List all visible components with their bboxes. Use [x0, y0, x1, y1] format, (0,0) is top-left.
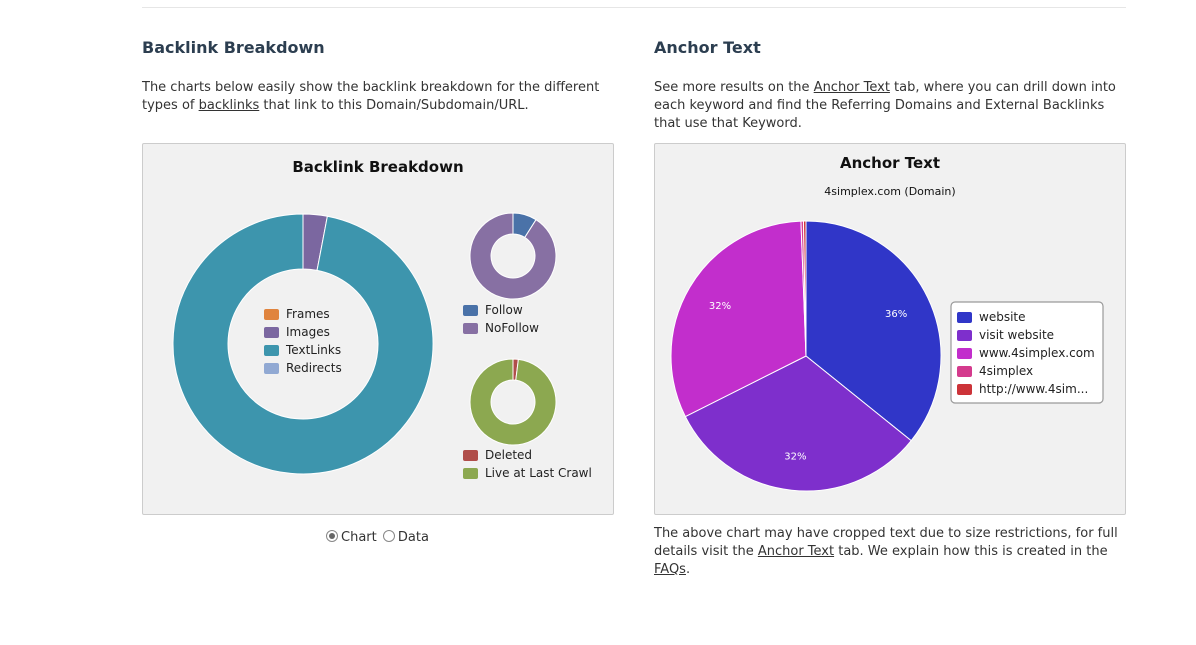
section-heading: Backlink Breakdown: [142, 38, 325, 57]
chart-radio-label[interactable]: Chart: [341, 530, 377, 545]
legend-label: www.4simplex.com: [979, 346, 1095, 360]
desc-text: See more results on the: [654, 80, 814, 95]
legend-label: http://www.4sim...: [979, 382, 1088, 396]
data-radio-label[interactable]: Data: [397, 530, 429, 545]
legend-label: TextLinks: [285, 343, 341, 357]
faqs-link[interactable]: FAQs: [654, 562, 686, 577]
legend-label: Images: [286, 325, 330, 339]
legend-label: NoFollow: [485, 321, 539, 335]
legend-item-website[interactable]: website: [957, 310, 1026, 324]
slice-value-label: 32%: [709, 301, 731, 312]
top-divider: [142, 7, 1126, 8]
legend-swatch: [463, 305, 478, 316]
section-heading: Anchor Text: [654, 38, 761, 57]
follow-legend: Follow NoFollow: [463, 303, 539, 335]
desc-text-end: that link to this Domain/Subdomain/URL.: [259, 98, 529, 113]
slice-visit-website[interactable]: [684, 355, 912, 492]
foot-text: The above chart may have cropped text du…: [654, 526, 1118, 559]
anchor-text-tab-link[interactable]: Anchor Text: [813, 80, 890, 95]
live-donut: [469, 358, 557, 446]
anchor-chart-panel: Anchor Text 4simplex.com (Domain) 36% 32%…: [654, 143, 1126, 515]
data-radio[interactable]: [382, 530, 395, 542]
legend-swatch: [957, 366, 972, 377]
section-description: See more results on the Anchor Text tab,…: [654, 79, 1126, 133]
legend-swatch: [957, 330, 972, 341]
slice-value-label: 36%: [885, 309, 907, 320]
foot-text-end: .: [685, 562, 691, 577]
chart-title: Backlink Breakdown: [292, 158, 463, 176]
legend-label: Live at Last Crawl: [485, 466, 592, 480]
slice-website[interactable]: [805, 220, 942, 442]
legend-swatch: [264, 345, 279, 356]
legend-label: 4simplex: [979, 364, 1033, 378]
legend-swatch: [463, 323, 478, 334]
follow-donut: [469, 212, 557, 300]
legend-item-4simplex[interactable]: 4simplex: [957, 364, 1033, 378]
legend-swatch: [957, 312, 972, 323]
slice-textlinks[interactable]: [172, 213, 434, 475]
slice-value-label: 32%: [784, 451, 806, 462]
legend-item-www-4simplex-com[interactable]: www.4simplex.com: [957, 346, 1095, 360]
backlinks-link[interactable]: backlinks: [198, 98, 260, 113]
live-legend: Deleted Live at Last Crawl: [463, 448, 592, 480]
legend-swatch: [264, 309, 279, 320]
legend-item-deleted[interactable]: Deleted: [463, 448, 532, 462]
slice-www-4simplex-com[interactable]: [670, 220, 807, 418]
backlink-chart-panel: Backlink Breakdown Frames Images TextLinks…: [142, 143, 614, 515]
legend-swatch: [957, 348, 972, 359]
legend-label: Deleted: [485, 448, 532, 462]
foot-text-mid: tab. We explain how this is created in t…: [834, 544, 1108, 559]
anchor-chart-svg: Anchor Text 4simplex.com (Domain) 36% 32%…: [670, 154, 1104, 492]
legend-swatch: [264, 363, 279, 374]
legend-item-textlinks[interactable]: TextLinks: [264, 343, 341, 357]
chart-title: Anchor Text: [840, 154, 940, 172]
legend-swatch: [463, 450, 478, 461]
slice-http-www-4sim[interactable]: [802, 220, 807, 357]
legend-item-frames[interactable]: Frames: [264, 307, 330, 321]
legend-item-redirects[interactable]: Redirects: [264, 361, 342, 375]
section-description: The charts below easily show the backlin…: [142, 79, 614, 115]
legend-item-nofollow[interactable]: NoFollow: [463, 321, 539, 335]
legend-item-follow[interactable]: Follow: [463, 303, 523, 317]
backlink-type-legend: Frames Images TextLinks Redirects: [264, 307, 342, 375]
anchor-text-pie: 36% 32% 32%: [670, 220, 942, 492]
legend-item-images[interactable]: Images: [264, 325, 330, 339]
legend-swatch: [463, 468, 478, 479]
legend-swatch: [957, 384, 972, 395]
anchor-text-legend: website visit website www.4simplex.com 4sim…: [950, 301, 1104, 404]
chart-subtitle: 4simplex.com (Domain): [824, 185, 955, 198]
legend-box: [950, 301, 1104, 404]
backlink-type-donut: [172, 213, 434, 475]
legend-item-http-www-4sim[interactable]: http://www.4sim...: [957, 382, 1088, 396]
desc-text-end: tab, where you can drill down into each …: [654, 80, 1116, 131]
slice-nofollow[interactable]: [469, 212, 557, 300]
legend-label: Frames: [286, 307, 330, 321]
chart-data-toggle: Chart Data: [326, 530, 431, 545]
desc-text: The charts below easily show the backlin…: [142, 80, 600, 113]
legend-item-visit-website[interactable]: visit website: [957, 328, 1054, 342]
chart-radio[interactable]: [326, 530, 338, 542]
legend-label: Redirects: [286, 361, 342, 375]
anchor-text-tab-link-2[interactable]: Anchor Text: [757, 544, 835, 559]
backlink-chart-svg: Backlink Breakdown Frames Images TextLinks…: [172, 158, 592, 480]
legend-swatch: [264, 327, 279, 338]
legend-item-live-at-last-crawl[interactable]: Live at Last Crawl: [463, 466, 592, 480]
legend-label: website: [979, 310, 1026, 324]
legend-label: Follow: [485, 303, 523, 317]
legend-label: visit website: [979, 328, 1054, 342]
anchor-footnote: The above chart may have cropped text du…: [654, 525, 1126, 579]
slice-live-at-last-crawl[interactable]: [469, 358, 557, 446]
